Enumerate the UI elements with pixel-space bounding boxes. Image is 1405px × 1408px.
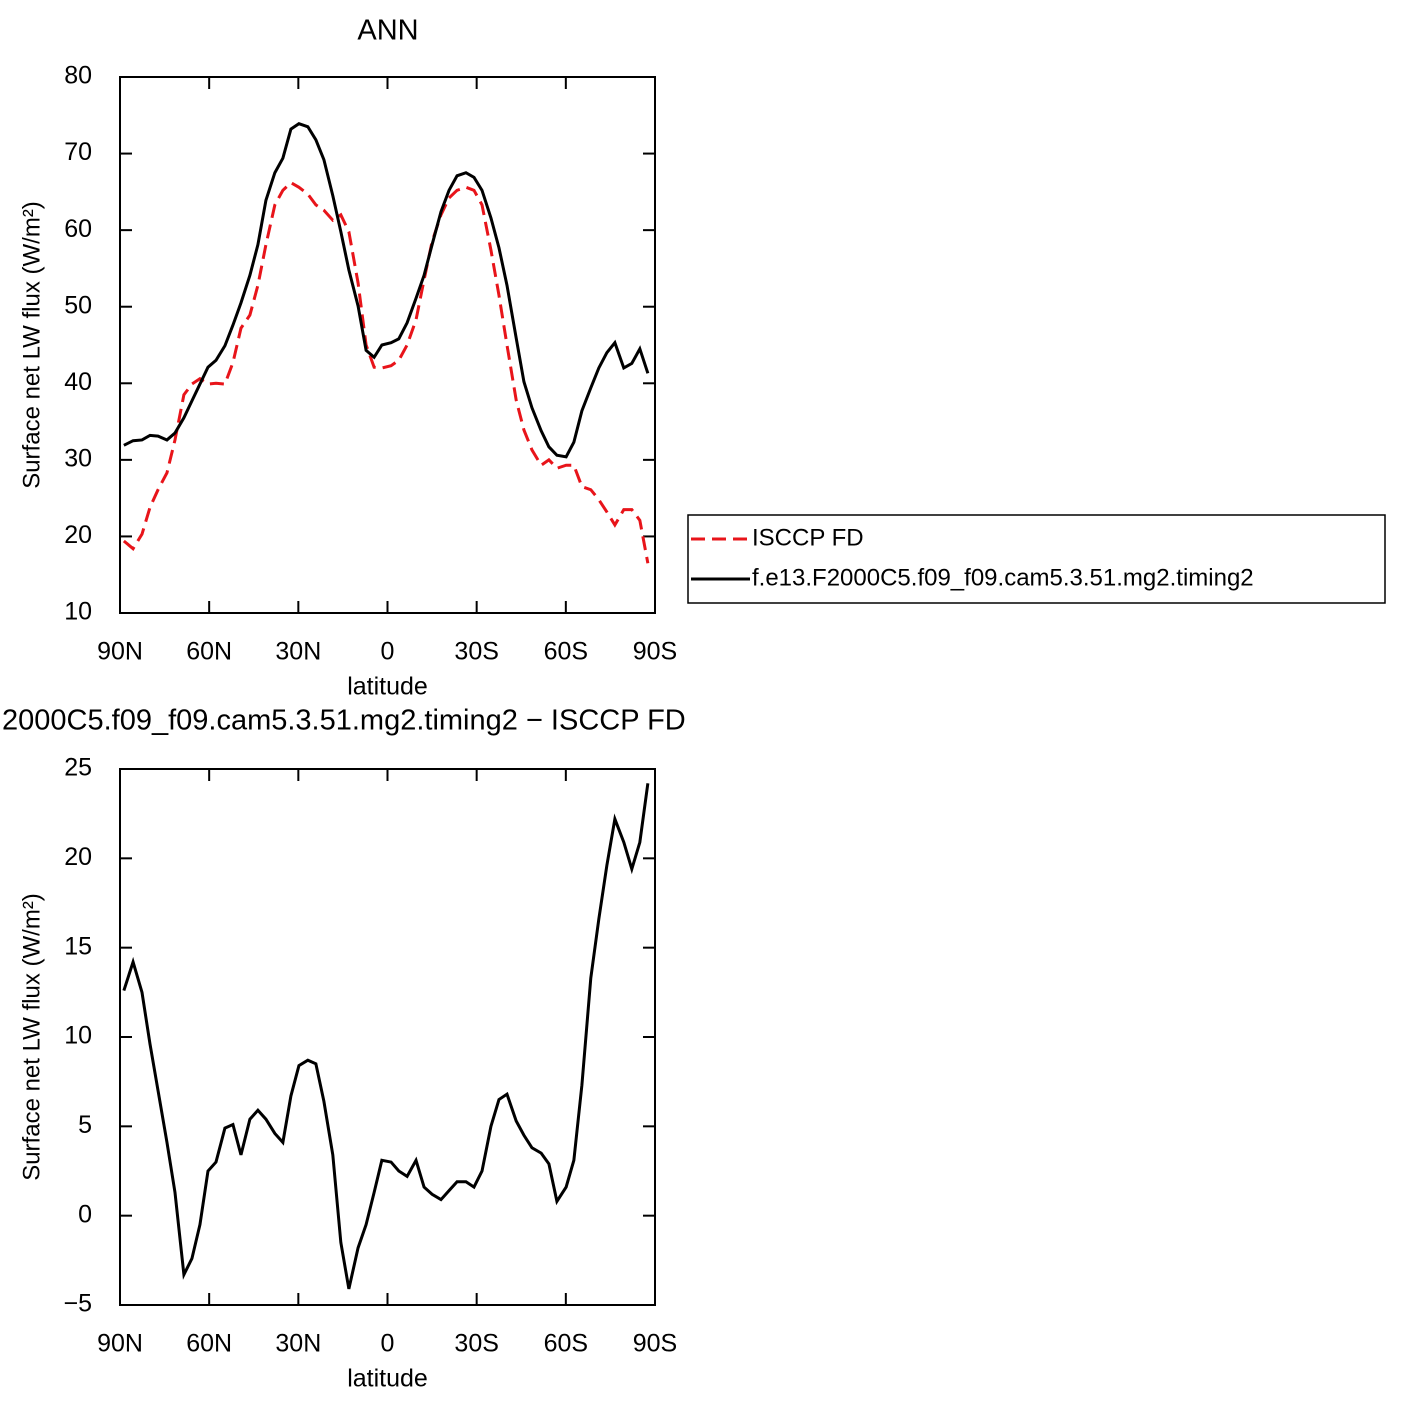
plot-frame	[119, 76, 656, 614]
x-tick-label: 60N	[186, 1330, 232, 1358]
legend-label: f.e13.F2000C5.f09_f09.cam5.3.51.mg2.timi…	[752, 564, 1254, 591]
legend-box	[687, 514, 1386, 604]
x-tick-label: 60S	[544, 1330, 588, 1358]
y-tick-label: 5	[78, 1111, 92, 1139]
y-tick-label: 0	[78, 1200, 92, 1228]
x-tick-label: 30N	[275, 638, 321, 666]
x-tick-label: 30S	[454, 638, 498, 666]
x-tick-label: 90N	[97, 638, 143, 666]
y-axis-label: Surface net LW flux (W/m²)	[18, 893, 45, 1181]
y-tick-label: 15	[64, 932, 92, 960]
x-tick-label: 30N	[275, 1330, 321, 1358]
y-axis-label: Surface net LW flux (W/m²)	[18, 201, 45, 489]
y-tick-label: 40	[64, 368, 92, 396]
y-tick-label: 20	[64, 521, 92, 549]
chart-title: ANN	[357, 15, 418, 47]
y-tick-label: 30	[64, 444, 92, 472]
x-tick-label: 60N	[186, 638, 232, 666]
x-axis-label: latitude	[347, 673, 428, 701]
y-tick-label: 25	[64, 754, 92, 782]
data-line	[122, 783, 650, 1290]
y-tick-label: 70	[64, 138, 92, 166]
y-tick-label: 10	[64, 1022, 92, 1050]
y-tick-label: −5	[63, 1290, 92, 1318]
x-tick-label: 90N	[97, 1330, 143, 1358]
y-tick-label: 60	[64, 215, 92, 243]
y-tick-label: 10	[64, 598, 92, 626]
y-tick-label: 80	[64, 62, 92, 90]
x-tick-label: 90S	[633, 638, 677, 666]
chart-title: 2000C5.f09_f09.cam5.3.51.mg2.timing2 − I…	[2, 705, 686, 737]
y-tick-label: 20	[64, 843, 92, 871]
x-tick-label: 60S	[544, 638, 588, 666]
legend-label: ISCCP FD	[752, 524, 864, 551]
data-line	[122, 180, 650, 564]
x-axis-label: latitude	[347, 1365, 428, 1393]
data-line	[123, 122, 650, 459]
plot-frame	[119, 768, 656, 1306]
x-tick-label: 30S	[454, 1330, 498, 1358]
y-tick-label: 50	[64, 291, 92, 319]
x-tick-label: 90S	[633, 1330, 677, 1358]
x-tick-label: 0	[381, 1330, 395, 1358]
x-tick-label: 0	[381, 638, 395, 666]
